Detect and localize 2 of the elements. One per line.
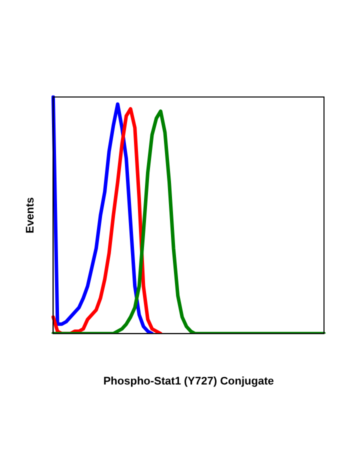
- x-axis-title: Phospho-Stat1 (Y727) Conjugate: [103, 375, 274, 388]
- y-axis-title: Events: [24, 197, 37, 234]
